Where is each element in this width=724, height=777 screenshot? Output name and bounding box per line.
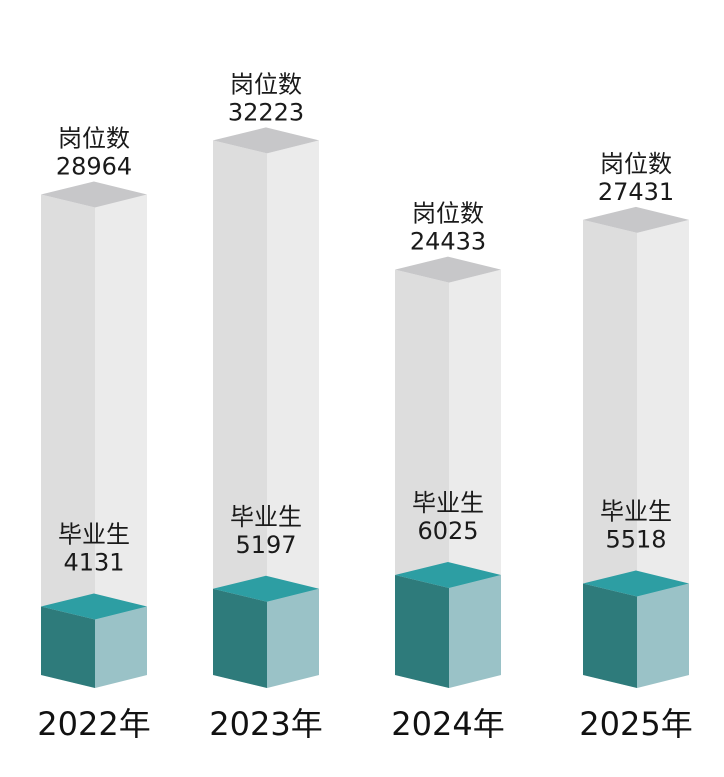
grads-bar-2025年-top-face	[583, 570, 689, 597]
jobs-series-label: 岗位数	[412, 200, 484, 228]
jobs-series-label: 岗位数	[58, 124, 130, 152]
x-tick-label: 2023年	[209, 705, 322, 743]
grads-value-label: 4131	[63, 548, 124, 576]
jobs-bar-2023年-front-face	[213, 140, 267, 689]
grads-value-label: 6025	[417, 517, 478, 545]
grads-value-label: 5518	[605, 525, 666, 553]
grads-series-label: 毕业生	[58, 520, 130, 548]
grads-bar-2023年-top-face	[213, 575, 319, 602]
jobs-bar-2025年	[583, 206, 689, 688]
jobs-bar-2025年-front-face	[583, 219, 637, 688]
jobs-bar-2023年-top-face	[213, 127, 319, 154]
grads-bar-2022年-top-face	[41, 593, 147, 620]
jobs-series-label: 岗位数	[600, 150, 672, 178]
jobs-bar-2022年-front-face	[41, 194, 95, 688]
jobs-bar-2022年-side-face	[95, 194, 147, 688]
jobs-bar-2024年-top-face	[395, 256, 501, 283]
grads-series-label: 毕业生	[412, 489, 484, 517]
grads-bar-2023年-side-face	[267, 588, 319, 688]
jobs-bar-2023年	[213, 127, 319, 689]
jobs-bar-2025年-side-face	[637, 219, 689, 688]
grads-bar-2022年-side-face	[95, 606, 147, 688]
grads-series-label: 毕业生	[230, 503, 302, 531]
jobs-value-label: 28964	[56, 152, 132, 180]
grads-bar-2024年	[395, 562, 501, 688]
jobs-bar-2022年-top-face	[41, 181, 147, 208]
grads-series-label: 毕业生	[600, 497, 672, 525]
grads-bar-2025年-front-face	[583, 583, 637, 688]
x-tick-label: 2024年	[391, 705, 504, 743]
grads-bar-2024年-top-face	[395, 562, 501, 589]
labels-layer: 岗位数28964毕业生4131岗位数32223毕业生5197岗位数24433毕业…	[56, 70, 674, 576]
x-axis: 2022年 2023年 2024年 2025年	[37, 705, 692, 743]
jobs-value-label: 24433	[410, 228, 486, 256]
grads-bar-2022年	[41, 593, 147, 688]
grads-value-label: 5197	[235, 531, 296, 559]
jobs-value-label: 27431	[598, 178, 674, 206]
grads-bar-2022年-front-face	[41, 606, 95, 688]
grads-bar-2025年	[583, 570, 689, 688]
jobs-bar-2023年-side-face	[267, 140, 319, 689]
jobs-bar-2025年-top-face	[583, 206, 689, 233]
jobs-bar-2022年	[41, 181, 147, 688]
grads-bar-2023年-front-face	[213, 588, 267, 688]
jobs-value-label: 32223	[228, 98, 304, 126]
x-tick-label: 2022年	[37, 705, 150, 743]
jobs-series-label: 岗位数	[230, 70, 302, 98]
x-tick-label: 2025年	[579, 705, 692, 743]
grads-bar-2025年-side-face	[637, 583, 689, 688]
grads-bar-2024年-side-face	[449, 575, 501, 688]
grads-bar-2024年-front-face	[395, 575, 449, 688]
grads-bar-2023年	[213, 575, 319, 688]
bars-layer	[41, 127, 689, 689]
